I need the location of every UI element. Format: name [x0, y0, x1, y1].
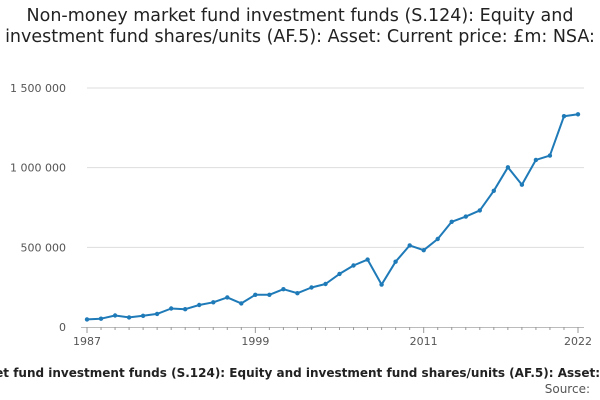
x-tick-label: 2022 [564, 335, 592, 348]
data-point[interactable] [126, 315, 132, 320]
data-point[interactable] [533, 157, 539, 163]
data-point[interactable] [309, 285, 314, 290]
footer-caption: Non-money market fund investment funds (… [0, 366, 600, 380]
gridlines [87, 87, 584, 248]
y-tick-label: 500 000 [21, 241, 67, 254]
data-point[interactable] [561, 114, 567, 119]
data-point[interactable] [267, 292, 272, 297]
y-tick-label: 0 [59, 321, 66, 334]
data-point[interactable] [183, 307, 188, 312]
data-point[interactable] [295, 291, 300, 296]
data-point[interactable] [435, 236, 440, 242]
axes [81, 327, 584, 333]
data-point[interactable] [365, 257, 370, 262]
data-point[interactable] [505, 165, 511, 170]
data-point[interactable] [84, 317, 90, 322]
data-point[interactable] [351, 263, 356, 268]
data-point[interactable] [225, 295, 230, 300]
x-tick-label: 1999 [241, 335, 269, 348]
data-point[interactable] [337, 271, 342, 277]
data-point[interactable] [281, 287, 286, 292]
data-point[interactable] [197, 302, 202, 308]
series-line [86, 113, 579, 321]
data-point[interactable] [98, 316, 104, 321]
data-point[interactable] [463, 214, 468, 219]
data-point[interactable] [393, 259, 398, 264]
data-point[interactable] [477, 208, 482, 213]
data-point[interactable] [239, 301, 244, 306]
data-point[interactable] [379, 282, 384, 287]
chart-title: Non-money market fund investment funds (… [5, 6, 595, 47]
series-group [84, 112, 581, 322]
x-tick-label: 2011 [410, 335, 438, 348]
data-point[interactable] [112, 313, 118, 318]
data-point[interactable] [253, 292, 258, 297]
y-tick-label: 1 000 000 [10, 162, 66, 175]
data-point[interactable] [140, 313, 146, 318]
data-point[interactable] [421, 248, 426, 253]
x-tick-label: 1987 [73, 335, 101, 348]
data-point[interactable] [575, 112, 581, 117]
footer-source: Source: [544, 382, 590, 396]
tick-labels: 0 500 000 1 000 000 1 500 000 1987 1999 2011 20… [10, 82, 592, 348]
data-point[interactable] [154, 311, 160, 317]
data-point[interactable] [211, 300, 216, 305]
data-point[interactable] [519, 182, 525, 187]
data-point[interactable] [449, 219, 454, 224]
y-tick-label: 1 500 000 [10, 82, 66, 95]
data-point[interactable] [491, 188, 496, 193]
data-point[interactable] [169, 306, 174, 311]
data-point[interactable] [323, 281, 328, 287]
data-point[interactable] [547, 153, 553, 158]
data-point[interactable] [407, 243, 412, 248]
